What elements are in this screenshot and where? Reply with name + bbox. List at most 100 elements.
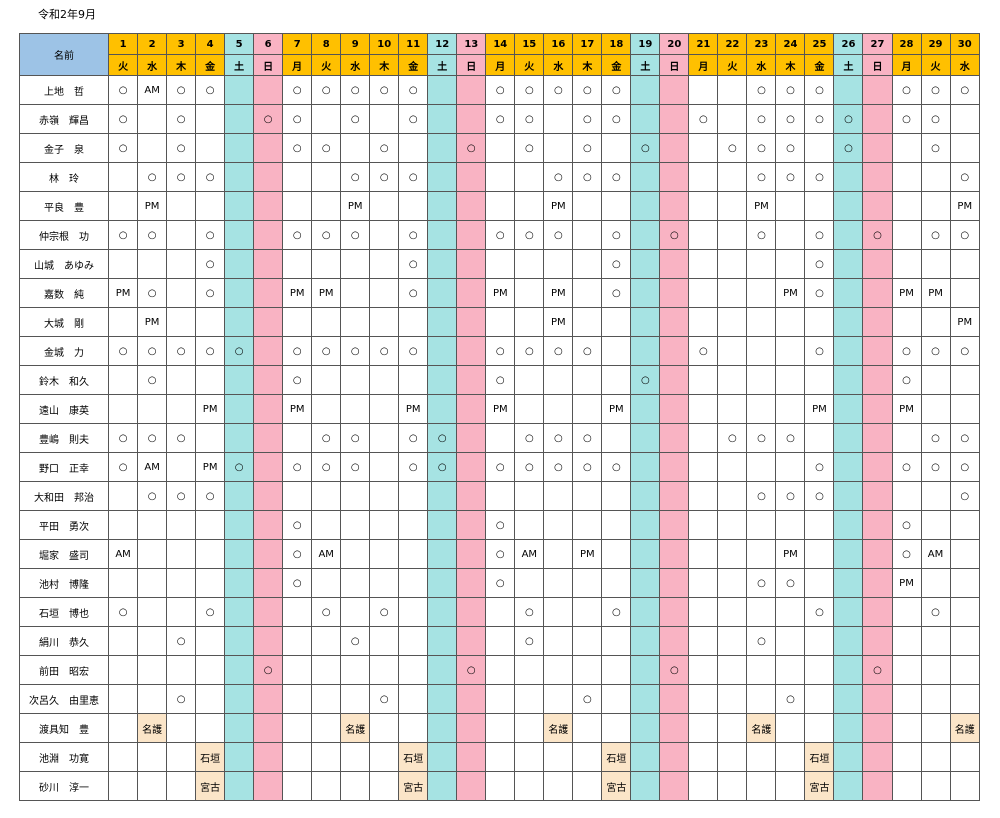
schedule-cell: 宮古 [804, 771, 835, 801]
schedule-cell [717, 365, 748, 395]
schedule-cell [572, 191, 603, 221]
schedule-cell [166, 191, 197, 221]
schedule-cell [891, 133, 922, 163]
schedule-cell: ○ [282, 104, 313, 134]
schedule-cell [601, 655, 632, 685]
schedule-cell [282, 597, 313, 627]
schedule-cell [195, 510, 226, 540]
schedule-cell [398, 510, 429, 540]
schedule-cell: ○ [514, 336, 545, 366]
schedule-cell [659, 278, 690, 308]
schedule-cell [485, 713, 516, 743]
schedule-cell [833, 568, 864, 598]
schedule-cell [427, 713, 458, 743]
schedule-cell: ○ [398, 278, 429, 308]
schedule-cell [688, 655, 719, 685]
schedule-cell [688, 394, 719, 424]
schedule-cell [282, 742, 313, 772]
schedule-cell [398, 307, 429, 337]
weekday-label: 火 [311, 54, 342, 76]
schedule-cell [659, 249, 690, 279]
schedule-cell [282, 191, 313, 221]
schedule-cell [485, 684, 516, 714]
schedule-cell [224, 104, 255, 134]
schedule-cell: ○ [717, 423, 748, 453]
schedule-cell [891, 191, 922, 221]
schedule-cell [601, 539, 632, 569]
schedule-table: 名前 1 2 3 4 5 6 7 8 9 10 11 12 13 14 15 16 17 18 19 20 21 22 23… [18, 33, 981, 801]
schedule-cell [195, 104, 226, 134]
schedule-cell [282, 162, 313, 192]
schedule-cell: ○ [282, 568, 313, 598]
weekday-label: 木 [369, 54, 400, 76]
schedule-cell [572, 249, 603, 279]
schedule-cell [514, 278, 545, 308]
schedule-cell [427, 510, 458, 540]
schedule-cell [398, 568, 429, 598]
schedule-cell [688, 452, 719, 482]
schedule-cell [224, 539, 255, 569]
schedule-cell: PM [891, 394, 922, 424]
schedule-cell [195, 684, 226, 714]
schedule-cell: ○ [572, 684, 603, 714]
schedule-cell: ○ [166, 684, 197, 714]
schedule-cell [369, 394, 400, 424]
schedule-cell [137, 655, 168, 685]
schedule-cell: ○ [166, 75, 197, 105]
schedule-cell [717, 481, 748, 511]
schedule-cell: ○ [572, 133, 603, 163]
schedule-cell: PM [282, 394, 313, 424]
schedule-cell [166, 539, 197, 569]
schedule-cell [746, 336, 777, 366]
schedule-cell [659, 104, 690, 134]
schedule-cell: ○ [601, 104, 632, 134]
schedule-cell [659, 713, 690, 743]
schedule-cell: ○ [166, 336, 197, 366]
schedule-cell [949, 597, 981, 627]
schedule-cell: ○ [108, 336, 139, 366]
schedule-cell: PM [891, 278, 922, 308]
schedule-cell: ○ [456, 655, 487, 685]
schedule-cell: ○ [166, 481, 197, 511]
schedule-cell [862, 568, 893, 598]
schedule-cell: ○ [746, 75, 777, 105]
schedule-cell: ○ [108, 104, 139, 134]
schedule-cell: ○ [804, 597, 835, 627]
schedule-cell: ○ [137, 336, 168, 366]
schedule-cell [166, 655, 197, 685]
day-number: 26 [833, 33, 864, 55]
schedule-cell [543, 771, 574, 801]
schedule-cell [311, 510, 342, 540]
schedule-cell: ○ [804, 75, 835, 105]
schedule-cell [717, 394, 748, 424]
schedule-cell [572, 742, 603, 772]
schedule-cell [456, 423, 487, 453]
schedule-cell [311, 626, 342, 656]
schedule-cell: ○ [891, 510, 922, 540]
weekday-label: 日 [659, 54, 690, 76]
schedule-cell [572, 220, 603, 250]
schedule-cell [485, 133, 516, 163]
schedule-cell: ○ [601, 597, 632, 627]
schedule-cell [195, 568, 226, 598]
schedule-cell [369, 249, 400, 279]
schedule-cell [688, 742, 719, 772]
schedule-cell [456, 162, 487, 192]
weekday-label: 金 [398, 54, 429, 76]
schedule-cell [659, 162, 690, 192]
schedule-cell [514, 162, 545, 192]
schedule-cell [253, 75, 284, 105]
schedule-cell: ○ [920, 423, 951, 453]
schedule-cell [456, 75, 487, 105]
schedule-cell: ○ [775, 133, 806, 163]
weekday-label: 土 [630, 54, 661, 76]
person-name: 遠山 康英 [18, 394, 110, 424]
schedule-cell [340, 394, 371, 424]
person-name: 堀家 盛司 [18, 539, 110, 569]
schedule-cell [659, 742, 690, 772]
schedule-cell: ○ [137, 278, 168, 308]
schedule-cell [543, 597, 574, 627]
schedule-cell [775, 655, 806, 685]
schedule-cell [891, 626, 922, 656]
sheet-title: 令和2年9月 [38, 8, 96, 21]
